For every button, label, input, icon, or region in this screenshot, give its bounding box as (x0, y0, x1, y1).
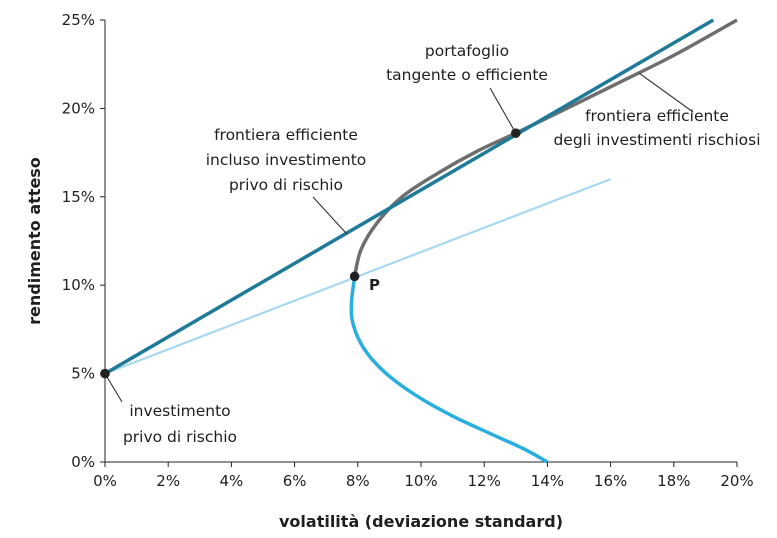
annotation-riskfree-line1: investimento (129, 402, 230, 420)
point-tangent (511, 128, 521, 138)
x-ticks: 0% 2% 4% 6% 8% 10% 12% 14% 16% 18% 20% (93, 462, 754, 490)
y-tick-label: 15% (62, 188, 95, 206)
axes (104, 20, 737, 463)
x-axis-title: volatilità (deviazione standard) (279, 512, 563, 531)
x-tick-label: 2% (156, 472, 180, 490)
x-tick-label: 6% (283, 472, 307, 490)
x-tick-label: 20% (720, 472, 753, 490)
annotation-cml-line1: frontiera efficiente (214, 126, 358, 144)
series-efficient-frontier-risky (352, 18, 738, 277)
annotation-leaders (104, 72, 694, 403)
annotation-tangent-line1: portafoglio (425, 42, 509, 60)
points-layer (100, 128, 521, 379)
point-label-p: P (369, 276, 380, 294)
annotation-cml-line3: privo di rischio (229, 176, 343, 194)
series-capital-market-line (104, 18, 715, 376)
x-tick-label: 0% (93, 472, 117, 490)
x-tick-label: 16% (594, 472, 627, 490)
x-tick-label: 14% (531, 472, 564, 490)
y-tick-label: 0% (71, 453, 95, 471)
y-tick-label: 10% (62, 276, 95, 294)
x-tick-label: 4% (220, 472, 244, 490)
annotation-riskfree-line2: privo di rischio (123, 428, 237, 446)
leader-riskfree (104, 373, 123, 403)
series-layer (104, 18, 738, 464)
y-axis-title: rendimento atteso (25, 157, 44, 325)
point-riskfree (100, 368, 110, 379)
leader-risky-frontier (638, 72, 694, 113)
annotation-tangent-line2: tangente o efficiente (386, 66, 548, 84)
annotation-cml-line2: incluso investimento (206, 151, 367, 169)
point-p (349, 271, 360, 282)
y-tick-label: 25% (62, 11, 95, 29)
x-tick-label: 12% (468, 472, 501, 490)
leader-tangent (489, 87, 517, 134)
annotation-risky-frontier-line1: frontiera efficiente (585, 107, 729, 125)
leader-cml (312, 196, 348, 235)
series-inefficient-frontier (349, 276, 549, 464)
annotation-risky-frontier-line2: degli investimenti rischiosi (553, 131, 760, 149)
y-tick-label: 20% (62, 99, 95, 117)
x-tick-label: 10% (404, 472, 437, 490)
y-ticks: 0% 5% 10% 15% 20% 25% (62, 11, 105, 471)
x-tick-label: 8% (346, 472, 370, 490)
y-tick-label: 5% (71, 365, 95, 383)
x-tick-label: 18% (657, 472, 690, 490)
